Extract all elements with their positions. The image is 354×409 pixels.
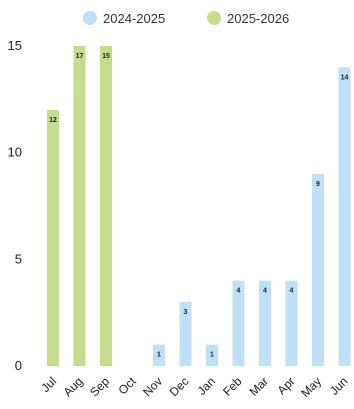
- bar-jan-1[interactable]: [206, 344, 218, 366]
- bar-mar-1[interactable]: [259, 280, 271, 366]
- x-tick-label-aug: Aug: [61, 374, 86, 399]
- bar-feb-1[interactable]: [232, 280, 245, 366]
- x-tick-label-sep: Sep: [87, 374, 112, 399]
- bar-sep-2[interactable]: [100, 46, 112, 366]
- bar-nov-1[interactable]: [153, 344, 165, 366]
- x-tick-label-jan: Jan: [195, 374, 219, 398]
- x-tick-label-jun: Jun: [327, 374, 351, 398]
- x-tick-label-apr: Apr: [275, 374, 298, 397]
- data-label-mar: 4: [263, 288, 267, 295]
- x-tick-label-jul: Jul: [38, 374, 59, 395]
- bar-jul-2[interactable]: [47, 110, 59, 366]
- bar-jun-1[interactable]: [338, 67, 351, 366]
- x-tick-label-nov: Nov: [140, 374, 165, 399]
- bar-may-1[interactable]: [312, 174, 324, 366]
- legend-swatch-2: [207, 11, 221, 25]
- x-tick-label-feb: Feb: [220, 374, 245, 399]
- data-label-jul: 12: [49, 117, 57, 124]
- data-label-apr: 4: [290, 288, 294, 295]
- x-axis: Jul Aug Sep Oct Nov Dec Jan Feb Mar Apr May Jun: [38, 374, 350, 400]
- y-tick-label: 0: [15, 358, 22, 373]
- data-label-may: 9: [316, 181, 320, 188]
- x-tick-label-mar: Mar: [247, 374, 272, 399]
- x-tick-label-dec: Dec: [167, 374, 192, 399]
- data-label-feb: 4: [237, 288, 241, 295]
- bar-apr-1[interactable]: [285, 280, 298, 366]
- legend-label-2: 2025-2026: [227, 11, 289, 26]
- y-axis: 0 5 10 15: [8, 38, 22, 373]
- bar-dec-1[interactable]: [179, 302, 192, 366]
- data-label-jun: 14: [341, 74, 349, 81]
- data-label-jan: 1: [210, 352, 214, 359]
- y-tick-label: 10: [8, 145, 22, 160]
- data-label-nov: 1: [157, 352, 161, 359]
- y-tick-label: 15: [8, 38, 22, 53]
- x-tick-label-oct: Oct: [116, 374, 140, 398]
- x-tick-label-may: May: [298, 374, 324, 400]
- data-label-aug: 17: [76, 53, 84, 60]
- data-label-sep: 15: [102, 53, 110, 60]
- y-tick-label: 5: [15, 251, 22, 266]
- legend-swatch-1: [83, 11, 97, 25]
- legend-label-1: 2024-2025: [103, 11, 165, 26]
- legend: 2024-2025 2025-2026: [83, 11, 289, 26]
- data-label-dec: 3: [184, 309, 188, 316]
- bar-aug-2[interactable]: [73, 46, 86, 366]
